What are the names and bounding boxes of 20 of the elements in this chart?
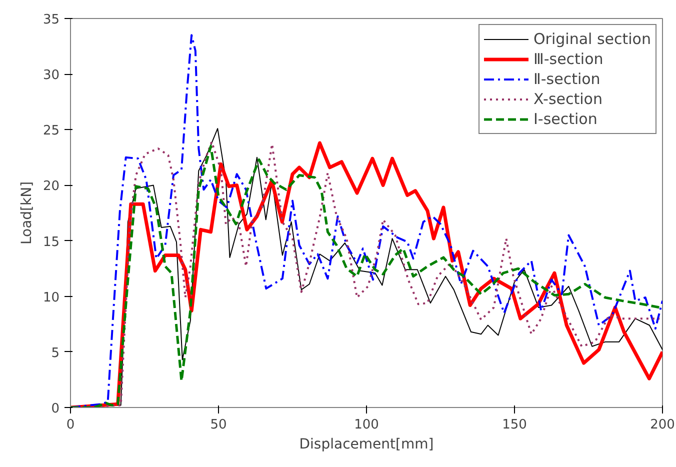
x-tick-label: 50 [210, 418, 227, 432]
legend-label: Original section [534, 30, 651, 48]
y-tick-label: 0 [51, 402, 60, 416]
y-tick-label: 5 [51, 346, 60, 361]
y-tick-label: 20 [42, 179, 60, 194]
x-tick-label: 150 [502, 418, 527, 432]
y-tick-label: 25 [42, 124, 60, 139]
x-tick-label: 0 [66, 418, 75, 432]
y-tick-label: 15 [42, 234, 60, 250]
legend-label: Ⅱ-section [534, 70, 600, 88]
legend-label: Ⅲ-section [534, 50, 604, 68]
y-tick-label: 30 [42, 68, 60, 84]
legend-label: X-section [534, 90, 602, 108]
y-tick-label: 35 [42, 12, 60, 28]
x-tick-label: 100 [354, 418, 379, 432]
x-axis-title: Displacement[mm] [299, 436, 434, 452]
y-tick-label: 10 [42, 290, 60, 306]
y-axis-title: Load[kN] [18, 181, 35, 245]
x-tick-label: 200 [650, 418, 675, 432]
legend-label: Ⅰ-section [534, 110, 598, 128]
